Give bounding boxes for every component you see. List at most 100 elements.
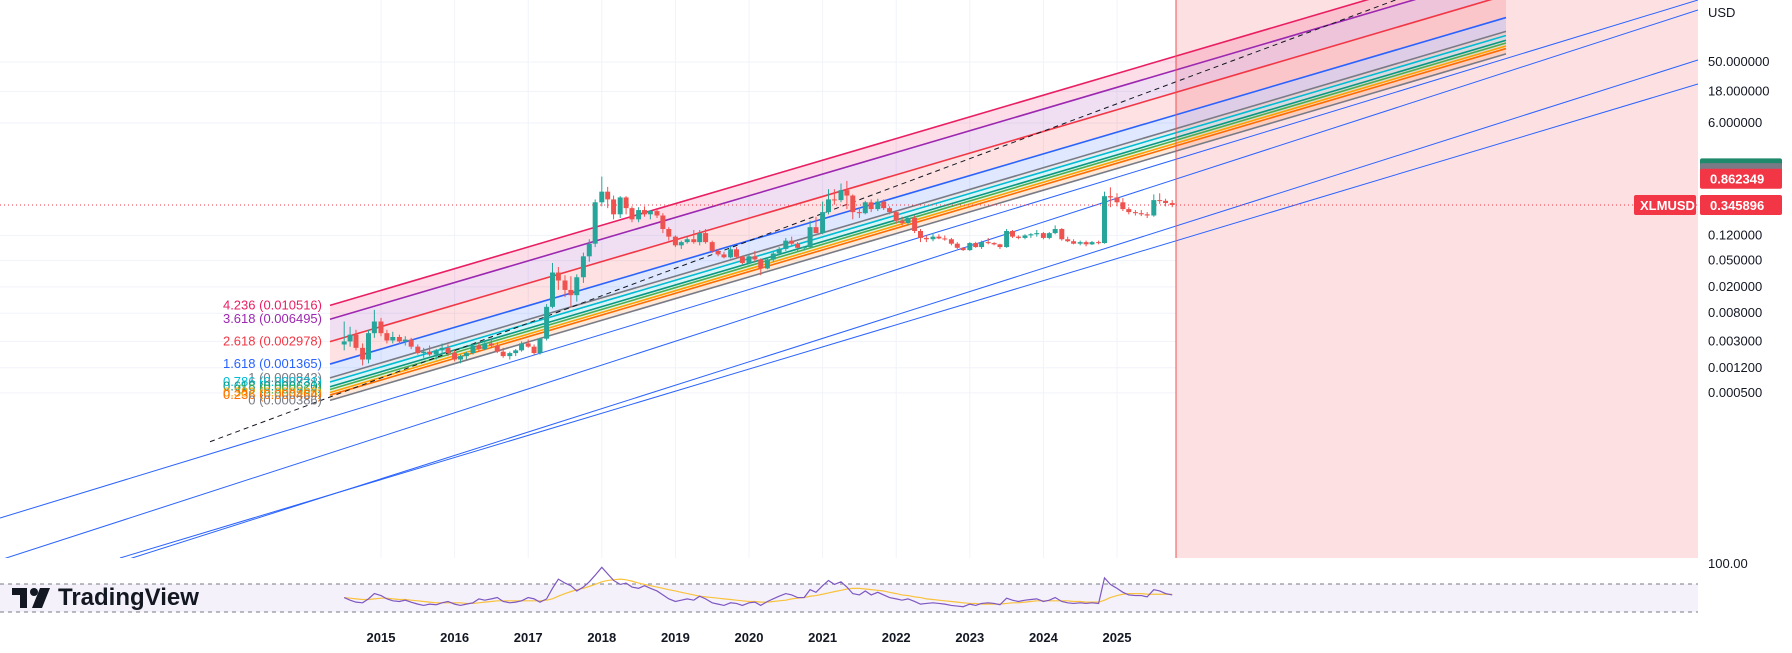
candle-body (365, 333, 371, 360)
candle-body (544, 306, 550, 339)
candle-body (1107, 196, 1113, 198)
candle-body (1138, 213, 1144, 215)
candle-body (654, 211, 660, 216)
candle-body (1022, 235, 1028, 238)
candle-body (678, 242, 684, 246)
candle-body (948, 239, 954, 244)
candle-body (476, 345, 482, 350)
rsi-line (343, 566, 1173, 608)
candle-body (439, 347, 445, 351)
candle-body (764, 259, 770, 269)
candle-body (1009, 230, 1015, 237)
price-tag (1700, 168, 1782, 189)
price-tick: 0.003000 (1708, 333, 1762, 348)
future-zone (1176, 0, 1698, 558)
trend-ray (119, 83, 1698, 558)
candle-body (1015, 236, 1021, 238)
candle-body (427, 351, 433, 355)
year-tick: 2023 (955, 630, 984, 645)
candle-body (979, 242, 985, 248)
candle-body (433, 350, 439, 355)
fib-band-1 (330, 31, 1506, 383)
candle-body (641, 210, 647, 215)
symbol-tag (1634, 194, 1696, 215)
candle-body (684, 239, 690, 243)
candle-body (1071, 241, 1077, 244)
year-tick: 2018 (587, 630, 616, 645)
candle-body (500, 351, 506, 357)
candle-body (574, 277, 580, 296)
trend-rays (0, 0, 1698, 558)
fib-level-labels: 4.236 (0.010516)3.618 (0.006495) 2.618 (0… (223, 297, 322, 407)
price-axis[interactable]: 50.000000 18.000000 6.000000 0.120000 0.0500… (1698, 0, 1792, 558)
candle-body (967, 243, 973, 251)
candle-body (599, 191, 605, 203)
fib-line-1.618 (329, 16, 1507, 365)
candle-body (592, 202, 598, 244)
fib-label-0.618: 0.618 (0.000620) (223, 379, 322, 394)
tradingview-logo[interactable]: TradingView (12, 582, 199, 614)
candle-body (1059, 229, 1065, 240)
tradingview-logo-icon (12, 588, 50, 608)
year-tick: 2022 (882, 630, 911, 645)
candle-body (758, 259, 764, 269)
candle-body (562, 280, 568, 290)
candle-body (997, 244, 1003, 248)
candle-body (1101, 196, 1107, 244)
candle-body (660, 215, 666, 230)
candle-body (390, 337, 396, 341)
candlestick-series (341, 176, 1175, 366)
candle-body (1151, 200, 1157, 216)
candle-body (1004, 230, 1010, 248)
candle-body (396, 337, 402, 342)
year-tick: 2021 (808, 630, 837, 645)
candle-body (850, 195, 856, 213)
candle-body (580, 256, 586, 278)
fib-line-0.618 (329, 39, 1507, 388)
candle-body (360, 347, 366, 360)
candle-body (739, 256, 745, 263)
candle-body (893, 212, 899, 221)
candle-body (728, 249, 734, 258)
candle-body (923, 237, 929, 240)
fib-line-0.5 (329, 42, 1507, 391)
year-tick: 2024 (1029, 630, 1059, 645)
candle-body (568, 289, 574, 296)
candle-body (1126, 209, 1132, 213)
candle-body (825, 199, 831, 213)
time-axis[interactable]: 2015 2016 2017 2018 2019 2020 2021 2022 2023 2024… (367, 630, 1132, 645)
candle-body (1163, 200, 1169, 204)
price-tick: 6.000000 (1708, 115, 1762, 130)
candle-body (862, 202, 868, 214)
price-tag-value: 0.345896 (1710, 198, 1764, 213)
currency-label[interactable]: USD (1708, 5, 1735, 20)
candle-body (697, 233, 703, 243)
price-tag (1700, 194, 1782, 215)
fib-channel-lines (209, 0, 1507, 443)
candle-body (353, 334, 359, 348)
fib-label-1: 1 (0.000843) (248, 370, 322, 385)
candle-body (1132, 212, 1138, 214)
candle-body (783, 240, 789, 249)
candle-body (457, 356, 463, 360)
year-tick: 2020 (735, 630, 764, 645)
candle-body (1028, 234, 1034, 236)
candle-body (930, 236, 936, 240)
candle-body (917, 230, 923, 238)
candle-body (831, 199, 837, 201)
trend-ray (130, 59, 1698, 558)
candle-body (991, 243, 997, 245)
candle-body (942, 238, 948, 240)
fib-band-2.618 (330, 0, 1506, 365)
candle-body (691, 239, 697, 243)
candle-body (954, 243, 960, 248)
price-tick: 0.120000 (1708, 227, 1762, 242)
candle-body (1096, 242, 1102, 244)
candle-body (746, 256, 752, 263)
rsi-ma-line (344, 578, 1173, 605)
candle-body (795, 243, 801, 248)
year-tick: 2025 (1103, 630, 1132, 645)
candle-body (838, 190, 844, 201)
